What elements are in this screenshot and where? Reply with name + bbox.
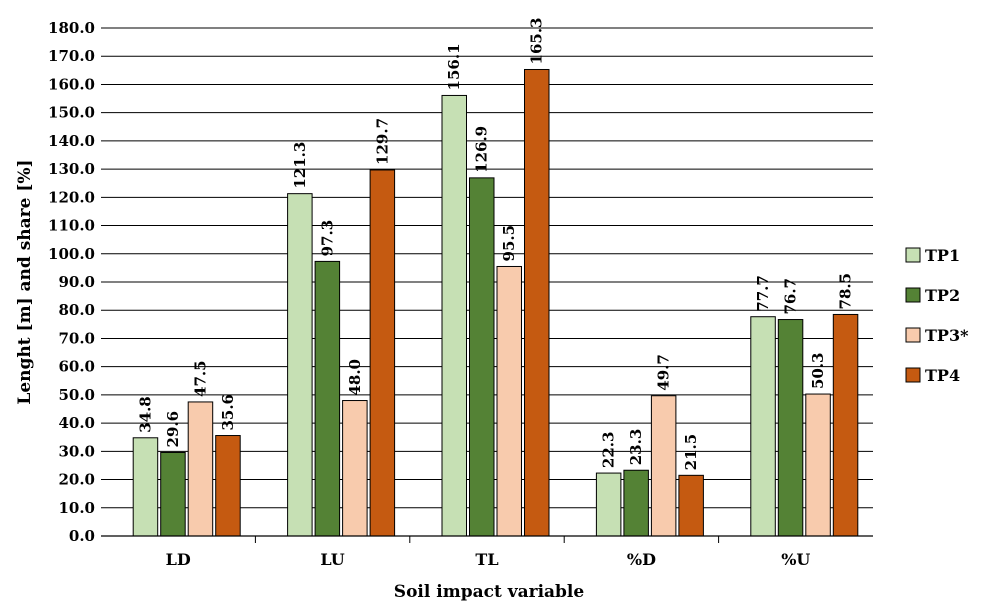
y-tick-label: 150.0 [48,104,95,122]
legend-label: TP2 [925,286,960,305]
bar [678,474,704,537]
data-label: 156.1 [445,43,463,90]
x-tick-label: TL [475,550,498,569]
data-label: 48.0 [346,359,364,396]
bar [132,437,159,537]
bar [215,435,241,537]
legend-swatch [905,247,921,263]
y-tick-label: 50.0 [58,386,95,404]
y-tick-label: 180.0 [48,19,95,37]
data-label: 47.5 [191,360,209,397]
x-tick-label: LD [166,550,191,569]
y-tick-label: 10.0 [58,499,95,517]
bar [342,400,368,537]
bar [287,193,313,537]
y-axis-title: Lenght [m] and share [%] [15,159,35,404]
data-label: 22.3 [600,432,618,469]
bar [496,265,522,537]
data-label: 29.6 [164,411,182,448]
bar [160,451,186,537]
y-tick-label: 80.0 [58,301,95,319]
data-label: 21.5 [682,434,700,471]
data-label: 165.3 [528,18,546,65]
y-tick-label: 140.0 [48,132,95,150]
legend-label: TP3* [925,326,969,345]
x-axis-title: Soil impact variable [394,582,585,602]
data-label: 129.7 [373,118,391,165]
y-tick-label: 20.0 [58,471,95,489]
x-tick-label: %D [627,550,656,569]
data-label: 35.6 [219,394,237,431]
legend: TP1 TP2 TP3* TP4 [905,246,969,385]
data-label: 78.5 [837,273,855,310]
data-label: 76.7 [782,278,800,315]
bar [595,472,622,537]
y-tick-label: 90.0 [58,273,95,291]
bars [132,68,859,537]
x-tick-label: LU [320,550,344,569]
data-label: 126.9 [473,126,491,173]
data-label: 49.7 [655,354,673,391]
data-labels: 34.8 29.6 47.5 35.6 121.3 97.3 48.0 129.7 156.1 1… [136,18,854,471]
bar [469,177,495,537]
y-tick-label: 160.0 [48,75,95,93]
bar [314,260,341,537]
y-tick-label: 100.0 [48,245,95,263]
gridlines [101,27,873,509]
y-tick-label: 60.0 [58,358,95,376]
bar [650,395,677,537]
x-tick-label: %U [781,550,810,569]
data-label: 77.7 [754,275,772,312]
data-label: 95.5 [500,225,518,262]
bar [369,169,396,537]
legend-swatch [905,367,921,383]
y-tick-label: 70.0 [58,329,95,347]
data-label: 50.3 [809,352,827,389]
y-tick-label: 0.0 [69,527,95,545]
data-label: 34.8 [136,396,154,433]
bar [441,94,467,537]
y-tick-label: 30.0 [58,442,95,460]
bar [524,68,550,537]
bar [750,316,776,537]
y-axis-ticks: 0.0 10.0 20.0 30.0 40.0 50.0 60.0 70.0 80.0 90.0 1… [48,19,95,545]
legend-swatch [905,327,921,343]
y-tick-label: 110.0 [48,217,95,235]
x-axis-categories: LD LU TL %D %U [166,536,810,569]
legend-label: TP4 [925,366,960,385]
bar [832,313,859,537]
y-tick-label: 170.0 [48,47,95,65]
bar [623,469,649,537]
y-tick-label: 40.0 [58,414,95,432]
data-label: 23.3 [627,429,645,466]
y-tick-label: 120.0 [48,188,95,206]
data-label: 121.3 [291,142,309,189]
y-tick-label: 130.0 [48,160,95,178]
bar [187,401,214,537]
bar [777,319,804,537]
legend-label: TP1 [925,246,960,265]
data-label: 97.3 [318,220,336,257]
legend-swatch [905,287,921,303]
bar [805,393,831,537]
